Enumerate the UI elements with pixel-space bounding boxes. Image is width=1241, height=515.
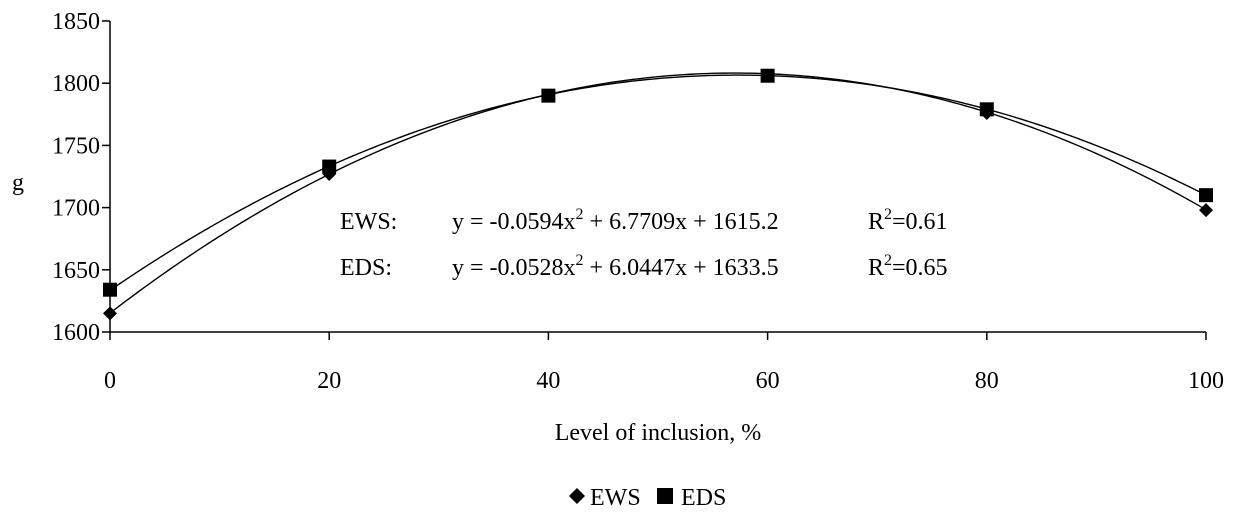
data-points (103, 68, 1213, 321)
point-eds (322, 159, 337, 174)
y-tick-label: 1700 (52, 196, 100, 222)
x-tick-label: 80 (975, 368, 999, 394)
legend-ews-label: EWS (590, 485, 641, 511)
legend: EWS EDS (569, 485, 726, 511)
y-tick-label: 1850 (52, 9, 100, 35)
y-tick-label: 1800 (52, 71, 100, 97)
point-eds (979, 102, 994, 117)
equation-eds-r2: R2=0.65 (868, 252, 948, 281)
point-eds (541, 88, 556, 103)
x-tick-label: 0 (104, 368, 116, 394)
equation-ews-formula: y = -0.0594x2 + 6.7709x + 1615.2 (452, 206, 779, 235)
equation-ews-r2: R2=0.61 (868, 206, 948, 235)
legend-ews-diamond-icon (569, 488, 585, 504)
trendline-ews (109, 72, 1207, 314)
equation-eds-formula: y = -0.0528x2 + 6.0447x + 1633.5 (452, 252, 779, 281)
point-eds (760, 68, 775, 83)
equation-eds: EDS: y = -0.0528x2 + 6.0447x + 1633.5 R2… (340, 252, 948, 281)
legend-eds-label: EDS (681, 485, 726, 511)
axes (109, 21, 1206, 333)
y-axis-label: g (12, 170, 24, 196)
equation-ews-label: EWS: (340, 209, 397, 235)
point-eds (1199, 188, 1213, 203)
x-tick-label: 40 (536, 368, 560, 394)
y-tick-label: 1650 (52, 258, 100, 284)
x-tick-label: 60 (756, 368, 780, 394)
x-axis-ticks: 0 20 40 60 80 100 (104, 332, 1224, 394)
trendline-eds (109, 74, 1207, 291)
x-tick-label: 20 (317, 368, 341, 394)
point-eds (103, 282, 117, 297)
x-axis-label: Level of inclusion, % (555, 420, 762, 446)
y-tick-label: 1750 (52, 133, 100, 159)
legend-eds-square-icon (657, 488, 673, 504)
trendlines (109, 72, 1207, 314)
point-ews (1199, 203, 1213, 218)
point-ews (103, 306, 117, 321)
equation-eds-label: EDS: (340, 255, 392, 281)
y-axis-ticks: 1600 1650 1700 1750 1800 1850 (52, 9, 110, 346)
y-tick-label: 1600 (52, 320, 100, 346)
equation-ews: EWS: y = -0.0594x2 + 6.7709x + 1615.2 R2… (340, 206, 948, 235)
x-tick-label: 100 (1188, 368, 1224, 394)
